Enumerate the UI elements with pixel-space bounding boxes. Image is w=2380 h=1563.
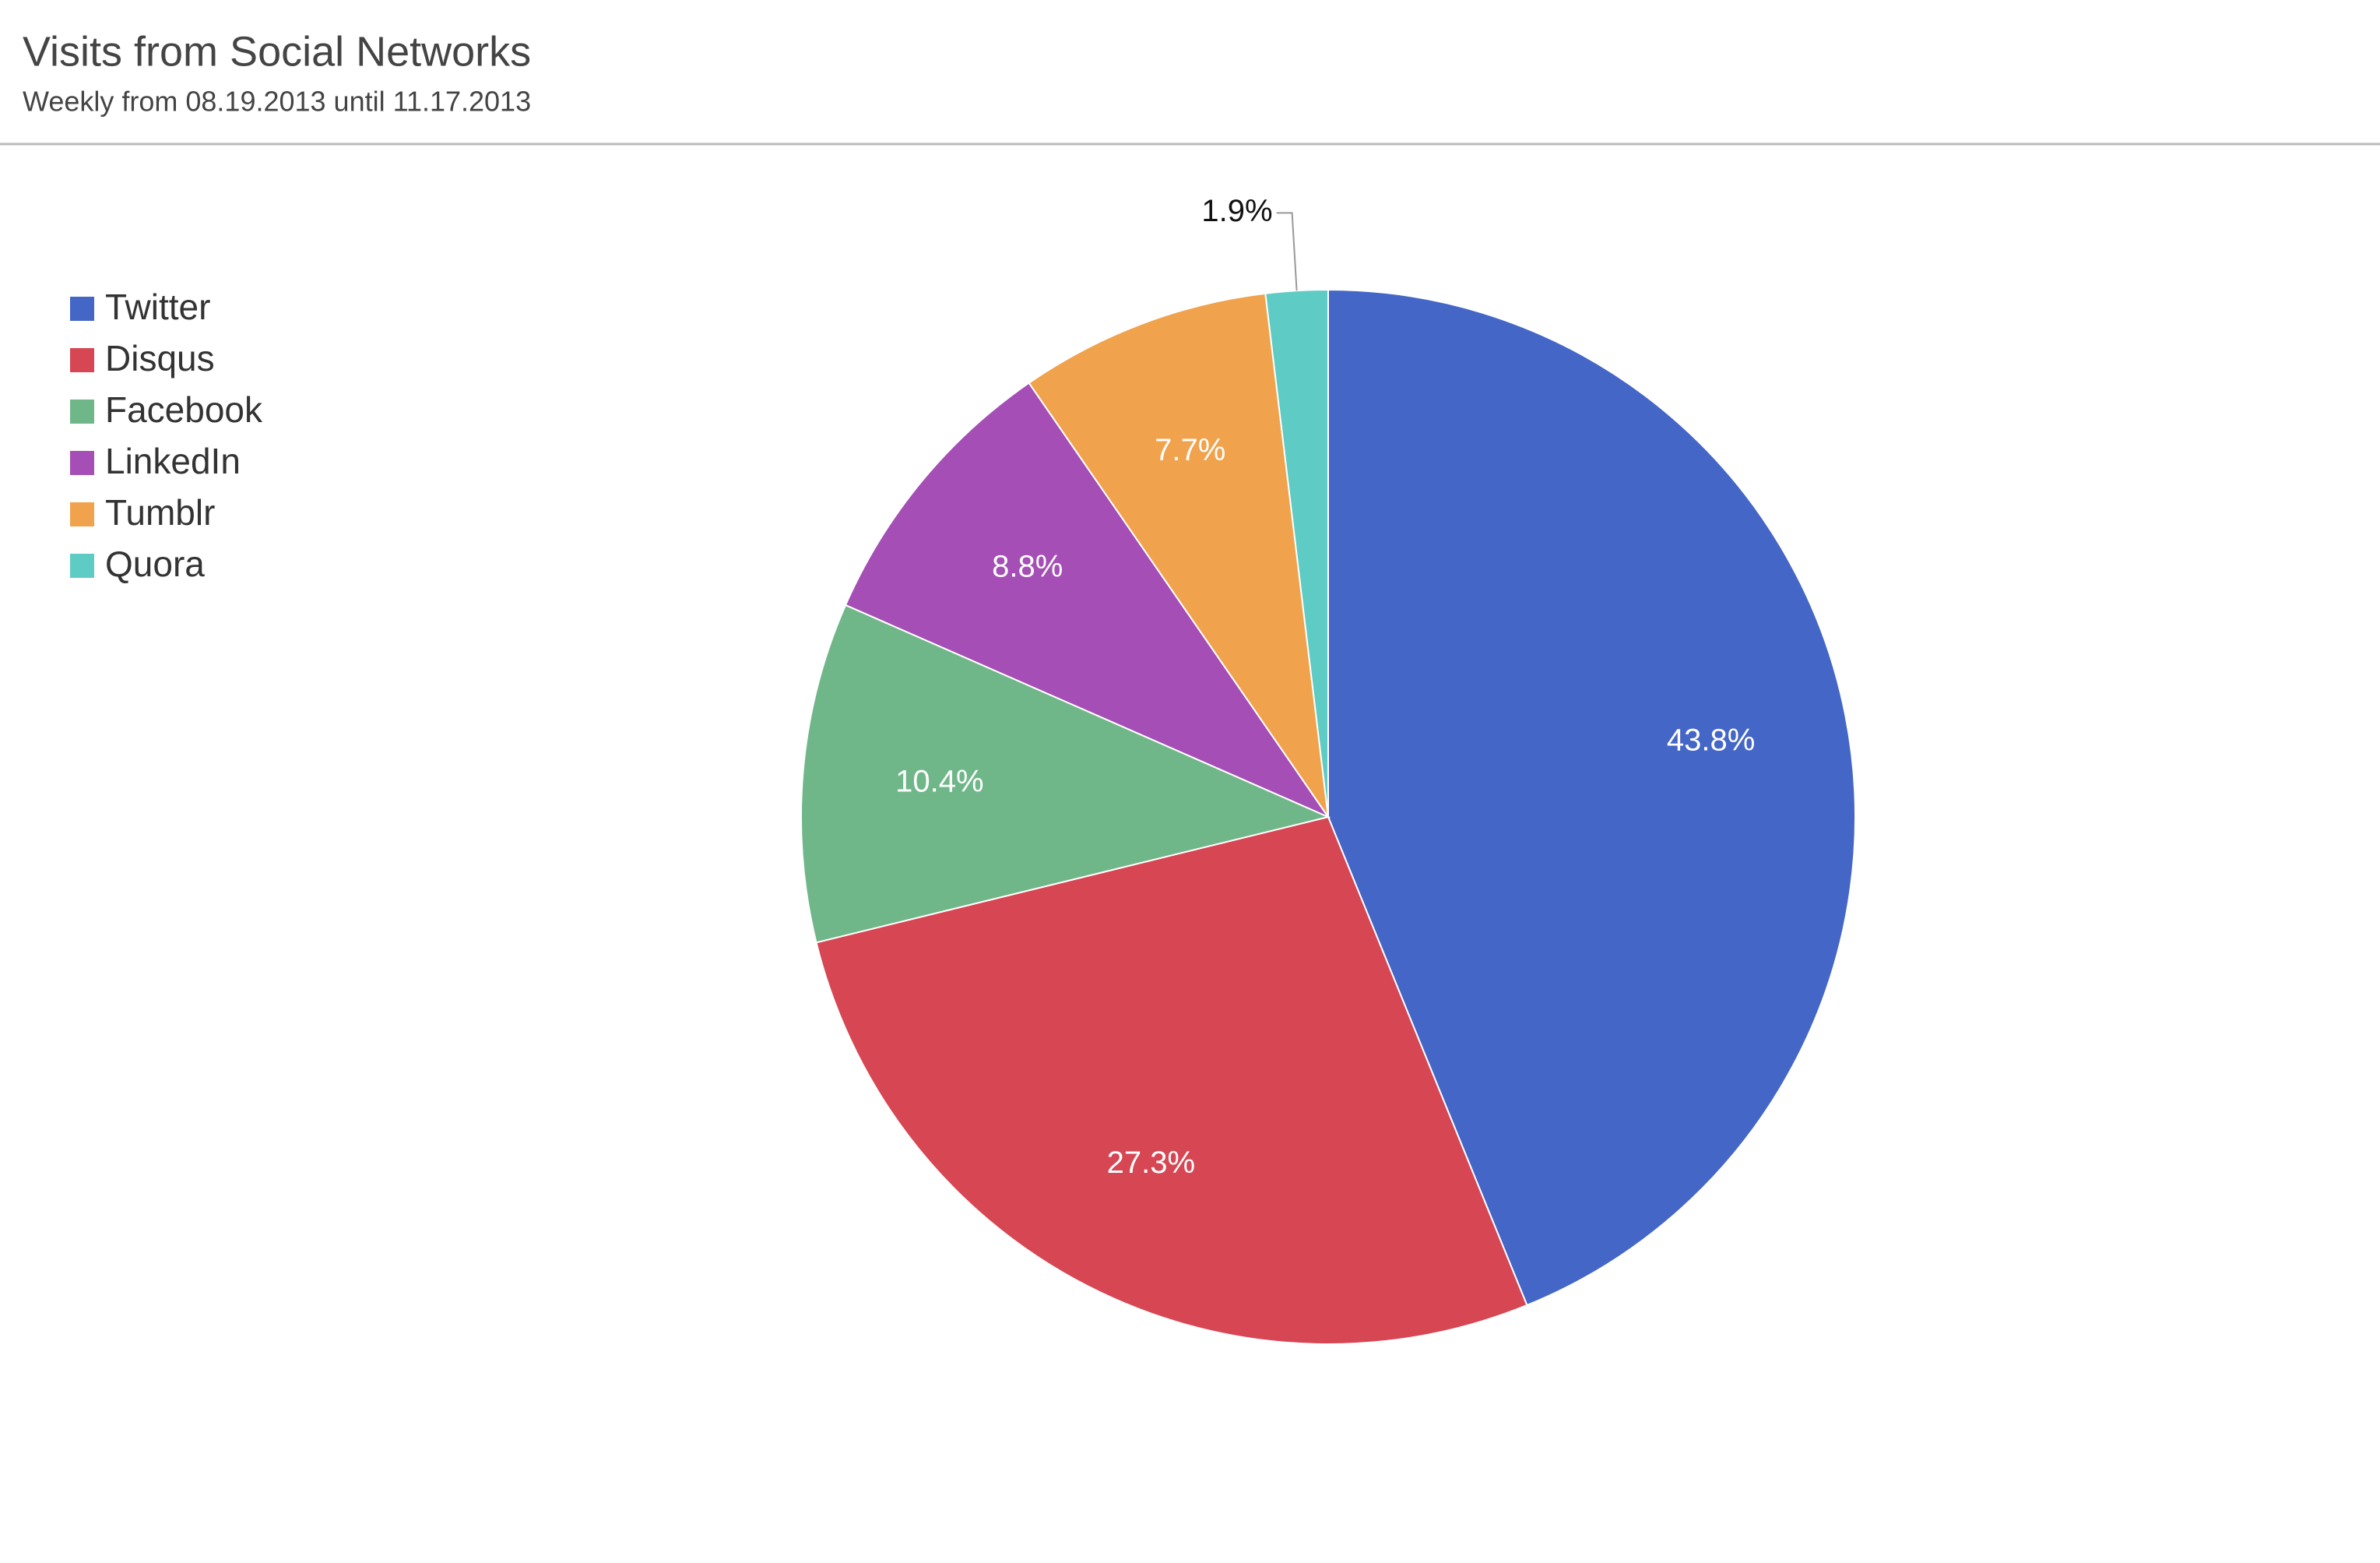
- legend-swatch: [70, 348, 94, 372]
- pie-slice: [1028, 292, 1329, 818]
- legend-swatch: [70, 502, 94, 526]
- legend-swatch: [70, 400, 94, 424]
- chart-title: Visits from Social Networks: [23, 28, 531, 75]
- legend-label: Tumblr: [105, 492, 215, 533]
- legend-label: LinkedIn: [105, 441, 241, 481]
- data-label: 43.8%: [1667, 723, 1755, 757]
- data-label: 27.3%: [1107, 1146, 1195, 1180]
- data-label: 10.4%: [895, 764, 983, 798]
- pie-slice: [815, 815, 1528, 1345]
- pie-slice: [1327, 288, 1856, 1307]
- legend-label: Disqus: [105, 338, 215, 378]
- legend-label: Twitter: [105, 287, 210, 327]
- legend-swatch: [70, 297, 94, 321]
- data-label: 7.7%: [1155, 433, 1225, 467]
- pie-slice: [844, 382, 1331, 819]
- data-label: 1.9%: [1201, 194, 1272, 228]
- legend-label: Facebook: [105, 389, 263, 430]
- legend-label: Quora: [105, 544, 205, 584]
- data-label: 8.8%: [992, 550, 1063, 584]
- legend-swatch: [70, 451, 94, 475]
- chart-subtitle: Weekly from 08.19.2013 until 11.17.2013: [23, 86, 531, 118]
- leader-line: [1276, 212, 1298, 291]
- legend-swatch: [70, 554, 94, 578]
- pie-slice: [800, 604, 1331, 944]
